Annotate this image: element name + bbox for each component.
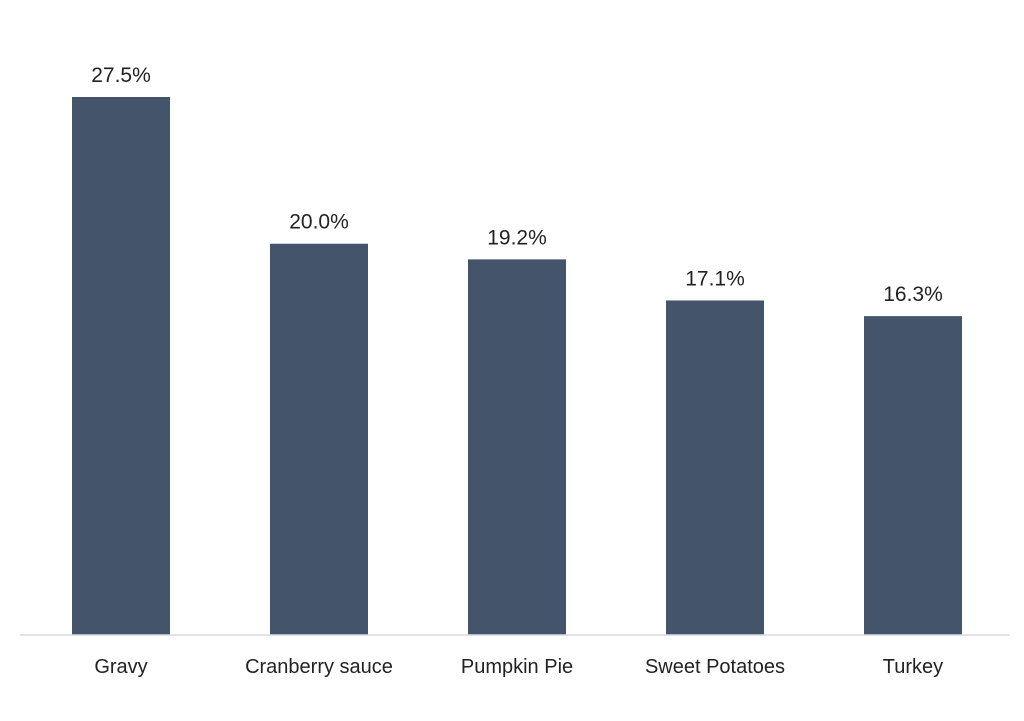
value-label-sweet-potatoes: 17.1% bbox=[685, 267, 745, 290]
bars-layer bbox=[72, 97, 962, 635]
bar-sweet-potatoes bbox=[666, 300, 764, 635]
category-label-pumpkin-pie: Pumpkin Pie bbox=[461, 656, 573, 678]
category-label-gravy: Gravy bbox=[94, 656, 147, 678]
category-label-turkey: Turkey bbox=[883, 656, 943, 678]
value-label-turkey: 16.3% bbox=[883, 283, 943, 306]
category-label-cranberry-sauce: Cranberry sauce bbox=[245, 656, 393, 678]
category-labels-layer: Gravy Cranberry sauce Pumpkin Pie Sweet Pot… bbox=[94, 656, 943, 678]
bar-turkey bbox=[864, 316, 962, 635]
value-label-gravy: 27.5% bbox=[91, 64, 151, 87]
category-label-sweet-potatoes: Sweet Potatoes bbox=[645, 656, 785, 678]
value-label-pumpkin-pie: 19.2% bbox=[487, 226, 547, 249]
value-labels-layer: 27.5% 20.0% 19.2% 17.1% 16.3% bbox=[91, 64, 943, 306]
value-label-cranberry-sauce: 20.0% bbox=[289, 211, 349, 234]
bar-pumpkin-pie bbox=[468, 259, 566, 635]
bar-cranberry-sauce bbox=[270, 243, 368, 635]
bar-gravy bbox=[72, 97, 170, 635]
